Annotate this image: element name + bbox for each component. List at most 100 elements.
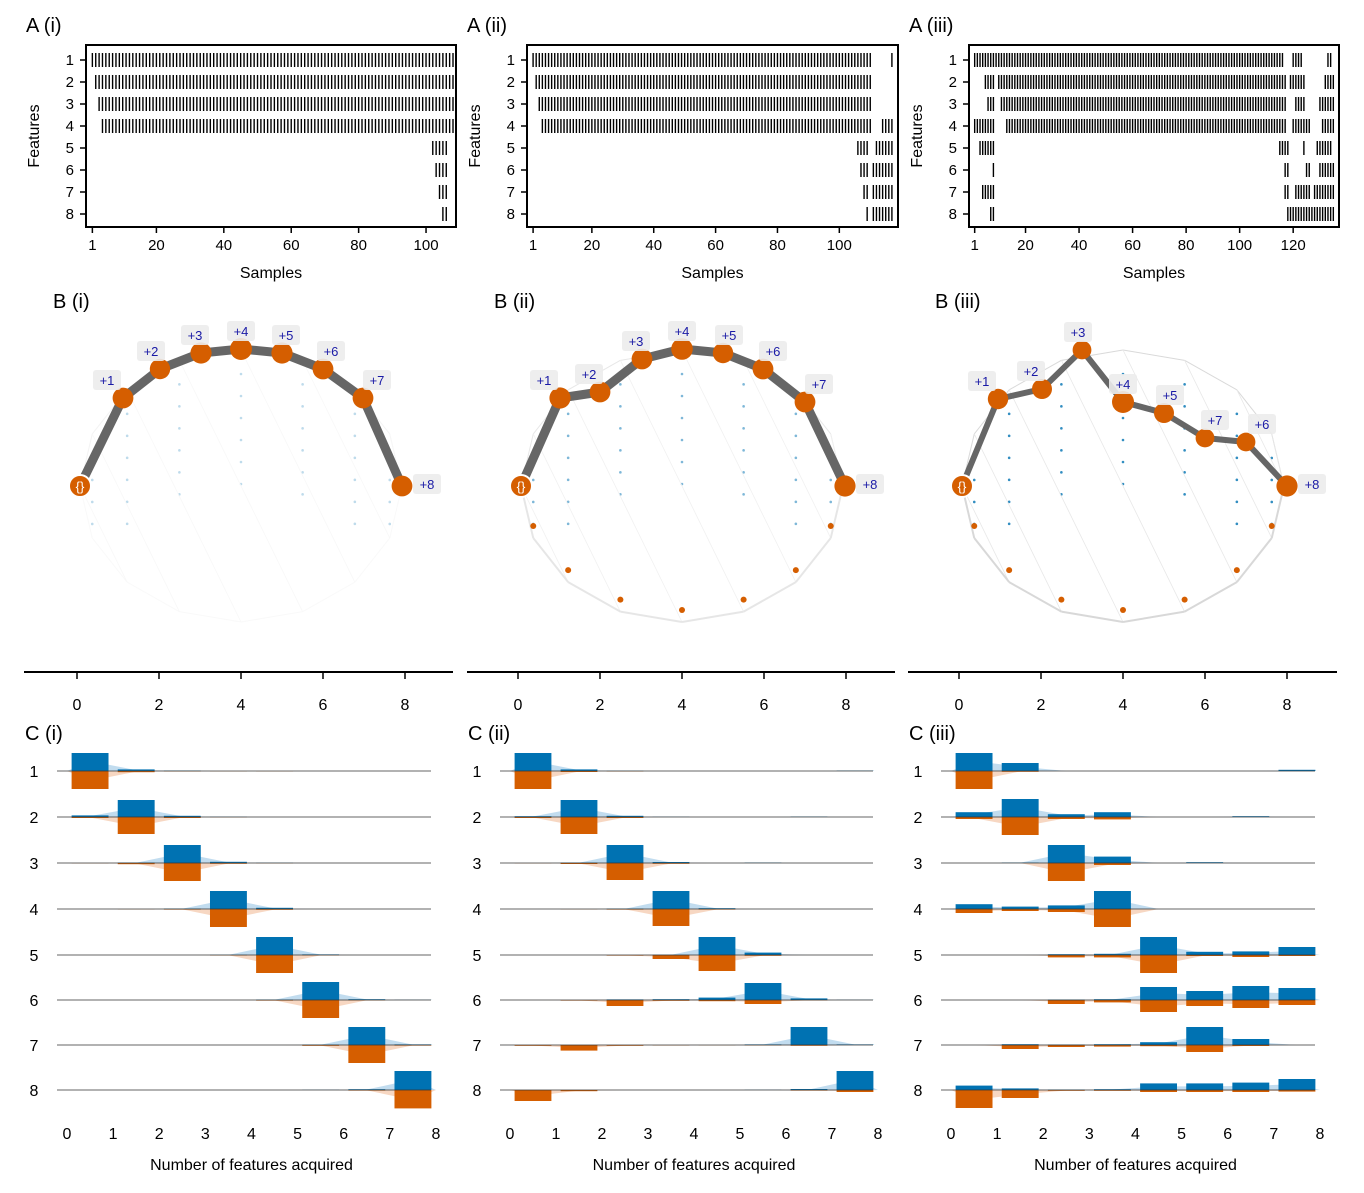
path-node xyxy=(950,474,974,498)
x-tick-label: 7 xyxy=(828,1126,837,1143)
lattice-edge xyxy=(240,611,303,623)
node-label: +4 xyxy=(675,324,690,339)
bar-blue xyxy=(652,862,690,863)
lattice-node xyxy=(388,500,392,504)
bar-orange xyxy=(652,909,690,926)
density-blue xyxy=(951,853,1320,863)
bar-blue xyxy=(1001,1088,1039,1090)
lattice-node xyxy=(1120,607,1126,613)
y-tick-label: 8 xyxy=(949,206,957,223)
node-label-box xyxy=(968,371,996,391)
lattice-node xyxy=(1121,416,1125,420)
lattice-edge xyxy=(567,581,621,613)
bar-blue xyxy=(790,1027,828,1045)
row-label: 1 xyxy=(914,764,923,781)
density-orange xyxy=(951,1000,1320,1007)
lattice-edge xyxy=(179,611,242,623)
node-label-box xyxy=(93,370,121,390)
node-label-box xyxy=(1298,474,1326,494)
lattice-node xyxy=(1060,383,1063,386)
lattice-node xyxy=(1233,567,1240,574)
row-label: 1 xyxy=(473,764,482,781)
top-axis-tick-label: 4 xyxy=(1119,697,1128,714)
x-tick-label: 3 xyxy=(1085,1126,1094,1143)
node-label: +4 xyxy=(234,324,249,339)
bar-orange xyxy=(71,817,109,818)
bar-orange xyxy=(1232,1045,1270,1046)
lattice-node xyxy=(680,372,684,376)
lattice-node xyxy=(971,523,978,530)
bar-orange xyxy=(209,863,247,864)
bar-blue xyxy=(606,845,644,863)
bar-blue xyxy=(1186,1083,1224,1090)
node-label-box xyxy=(1017,361,1045,381)
node-label-box xyxy=(413,474,441,494)
lattice-node xyxy=(1268,523,1275,530)
bar-orange xyxy=(1278,955,1316,956)
lattice-node xyxy=(1007,412,1011,416)
bar-blue xyxy=(698,997,736,1000)
bar-blue xyxy=(394,1071,432,1090)
x-tick-label: 5 xyxy=(293,1126,302,1143)
lattice-node xyxy=(742,493,745,496)
bar-blue xyxy=(209,891,247,909)
lattice-node xyxy=(1270,500,1274,504)
top-axis-tick-label: 8 xyxy=(842,697,851,714)
lattice-edge xyxy=(681,349,797,583)
path-node xyxy=(1112,391,1134,413)
bar-blue xyxy=(256,937,294,955)
lattice-node xyxy=(794,478,798,482)
y-tick-label: 8 xyxy=(507,206,515,223)
lattice-node xyxy=(680,460,684,464)
node-label: +3 xyxy=(188,328,203,343)
row-label: 8 xyxy=(30,1083,39,1100)
bar-orange xyxy=(302,1000,340,1018)
node-label-box xyxy=(137,341,165,361)
lattice-edge xyxy=(520,485,569,583)
bar-blue xyxy=(163,815,201,817)
density-blue xyxy=(951,945,1320,955)
density-blue xyxy=(67,853,436,863)
lattice-node xyxy=(239,460,243,464)
lattice-edge xyxy=(1184,581,1238,613)
lattice-edge xyxy=(126,581,180,613)
density-blue xyxy=(510,899,878,909)
bar-orange xyxy=(1047,955,1085,958)
node-label: +8 xyxy=(863,477,878,492)
y-tick-label: 2 xyxy=(66,74,74,91)
bar-blue xyxy=(163,845,201,863)
x-axis-title: Samples xyxy=(681,265,743,282)
path-node xyxy=(190,342,212,364)
lattice-node xyxy=(125,500,129,504)
density-blue xyxy=(951,807,1320,817)
lattice-edge xyxy=(302,581,356,613)
node-label-box xyxy=(1201,410,1229,430)
y-tick-label: 7 xyxy=(949,184,957,201)
row-label: 3 xyxy=(473,856,482,873)
root-node-label: {} xyxy=(517,479,526,494)
density-orange xyxy=(951,955,1320,965)
bar-blue xyxy=(71,753,109,771)
node-label-box xyxy=(622,331,650,351)
x-tick-label: 0 xyxy=(63,1126,72,1143)
bar-blue xyxy=(1093,891,1131,909)
node-label: +3 xyxy=(629,334,644,349)
x-tick-label: 100 xyxy=(827,237,852,254)
lattice-edge xyxy=(91,537,128,583)
bar-blue xyxy=(71,815,109,817)
lattice-node xyxy=(566,456,570,460)
lattice-edge xyxy=(795,537,832,583)
node-label-box xyxy=(1248,414,1276,434)
lattice-node xyxy=(1060,405,1063,408)
node-label-box xyxy=(1109,374,1137,394)
lattice-node xyxy=(90,500,94,504)
bar-orange xyxy=(1232,1000,1270,1008)
bar-orange xyxy=(1047,1045,1085,1047)
lattice-node xyxy=(619,449,622,452)
panel-b-1: B (i) {} +1 +2 +3 +4 +5 +6 +7 +8 xyxy=(53,291,441,623)
lattice-node xyxy=(1183,449,1186,452)
node-label: +2 xyxy=(1024,364,1039,379)
lattice-node xyxy=(972,500,976,504)
lattice-node xyxy=(125,412,129,416)
